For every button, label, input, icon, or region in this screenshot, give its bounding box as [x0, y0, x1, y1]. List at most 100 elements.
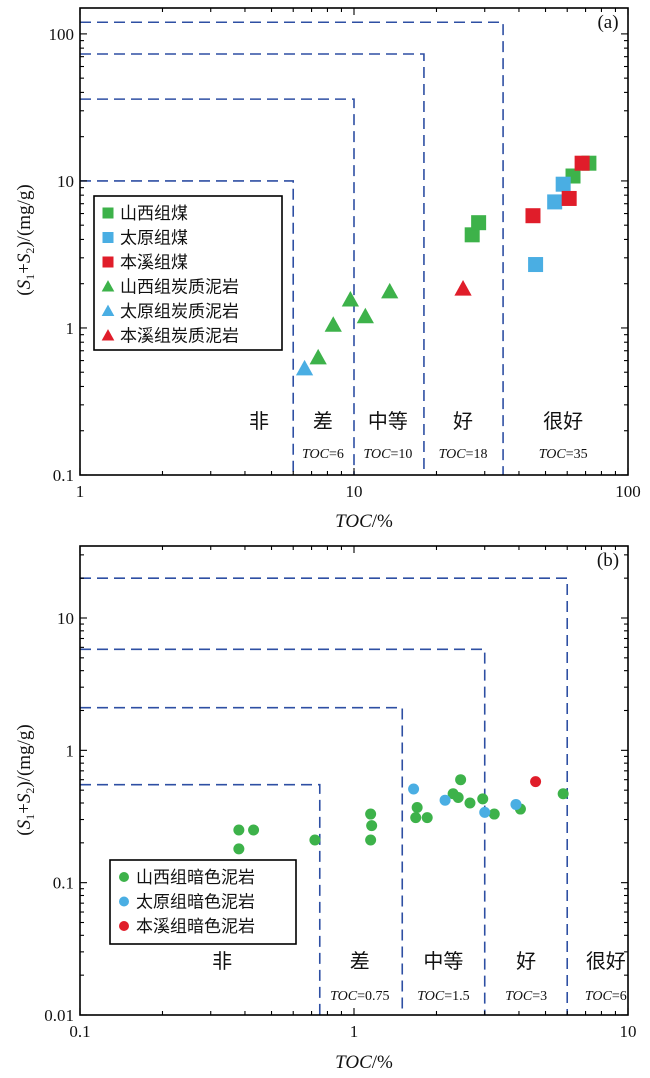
x-axis-title: TOC/% [335, 511, 393, 532]
grade-label: 中等 [368, 410, 408, 433]
legend-marker [119, 896, 129, 907]
y-axis-title-part: S [14, 793, 35, 803]
toc-value: =0.75 [357, 989, 389, 1004]
legend-label: 太原组暗色泥岩 [136, 893, 255, 912]
data-point [295, 359, 314, 376]
legend-label: 山西组煤 [120, 204, 188, 223]
data-point [510, 798, 522, 810]
legend-marker [102, 207, 114, 219]
data-point [365, 808, 377, 820]
series-2 [525, 155, 590, 224]
y-tick-label: 1 [66, 741, 75, 760]
grade-label: 好 [516, 950, 536, 973]
grade-label: 好 [453, 410, 473, 433]
data-point [421, 812, 433, 824]
grade-boundary-2 [80, 53, 425, 475]
legend-marker [119, 872, 129, 882]
series-0 [233, 774, 569, 855]
y-axis-title-part: )/(mg/g) [14, 184, 35, 247]
data-point [479, 806, 491, 818]
data-point [366, 820, 378, 832]
legend-label: 本溪组煤 [120, 253, 188, 272]
y-axis-title: (S1+S2)/(mg/g) [14, 724, 37, 835]
legend-marker [102, 256, 114, 268]
grade-label: 中等 [423, 950, 463, 973]
legend-label: 山西组暗色泥岩 [136, 868, 255, 887]
grade-label: 非 [212, 950, 232, 973]
toc-value: =3 [532, 989, 547, 1004]
series-2 [530, 776, 542, 788]
y-tick-label: 1 [66, 319, 75, 338]
grade-boundary-0 [80, 180, 295, 475]
toc-threshold-label: TOC=1.5 [417, 989, 469, 1004]
toc-italic: TOC [505, 989, 533, 1004]
data-point [452, 792, 464, 804]
data-point [464, 227, 480, 243]
y-tick-label: 10 [57, 172, 74, 191]
series-1 [528, 176, 571, 273]
toc-value: =6 [329, 447, 344, 462]
y-axis-title-part: ( [14, 289, 35, 295]
y-axis-title-part: S [14, 279, 35, 289]
toc-value: =10 [390, 447, 412, 462]
toc-value: =1.5 [444, 989, 469, 1004]
y-axis-title-part: ( [14, 829, 35, 835]
grade-boundary-1 [80, 98, 355, 475]
series-1 [408, 783, 522, 818]
legend-label: 本溪组暗色泥岩 [136, 917, 255, 936]
data-point [439, 794, 451, 806]
grade-label: 非 [249, 410, 269, 433]
x-axis-title: TOC/% [335, 1052, 393, 1073]
y-axis-title-part: 1 [23, 274, 37, 280]
panel-label: (b) [597, 550, 619, 571]
x-axis-title-italic: TOC [335, 511, 372, 532]
y-tick-label: 100 [49, 25, 75, 44]
toc-italic: TOC [302, 447, 330, 462]
x-axis-title-italic: TOC [335, 1052, 372, 1073]
grade-boundary-3 [80, 577, 569, 1015]
data-point [341, 290, 360, 307]
toc-threshold-label: TOC=10 [363, 447, 412, 462]
data-point [356, 307, 374, 324]
legend-marker [101, 280, 115, 292]
legend-box [109, 859, 297, 945]
data-point [488, 808, 500, 820]
data-point [530, 776, 542, 788]
data-point [411, 801, 423, 813]
legend-label: 太原组煤 [120, 229, 188, 248]
data-point [477, 793, 489, 805]
grade-boundary-2 [80, 648, 486, 1015]
grade-label: 很好 [543, 410, 583, 433]
legend-marker [119, 921, 129, 931]
y-axis-title-part: + [14, 803, 35, 814]
grade-label: 差 [350, 950, 370, 973]
y-tick-label: 0.1 [53, 874, 74, 893]
x-tick-label: 1 [350, 1022, 359, 1041]
toc-italic: TOC [417, 989, 445, 1004]
data-point [408, 783, 420, 795]
data-point [248, 824, 260, 836]
data-point [309, 834, 321, 846]
data-point [528, 257, 544, 273]
x-tick-label: 0.1 [69, 1022, 90, 1041]
toc-value: =35 [566, 447, 588, 462]
toc-threshold-label: TOC=6 [302, 447, 344, 462]
y-axis-title-part: 2 [23, 248, 37, 254]
data-point [471, 215, 487, 231]
legend-label: 太原组炭质泥岩 [120, 302, 239, 321]
grade-boundary-3 [80, 21, 504, 475]
y-tick-label: 10 [57, 609, 74, 628]
series-5 [454, 280, 472, 296]
series-3 [309, 282, 399, 365]
data-point [555, 176, 571, 192]
data-point [381, 282, 399, 299]
y-axis-title-part: + [14, 263, 35, 274]
data-point [455, 774, 467, 786]
toc-value: =6 [612, 989, 627, 1004]
series-4 [295, 359, 314, 376]
x-axis-title-unit: /% [372, 1052, 393, 1073]
legend-marker [101, 329, 115, 341]
